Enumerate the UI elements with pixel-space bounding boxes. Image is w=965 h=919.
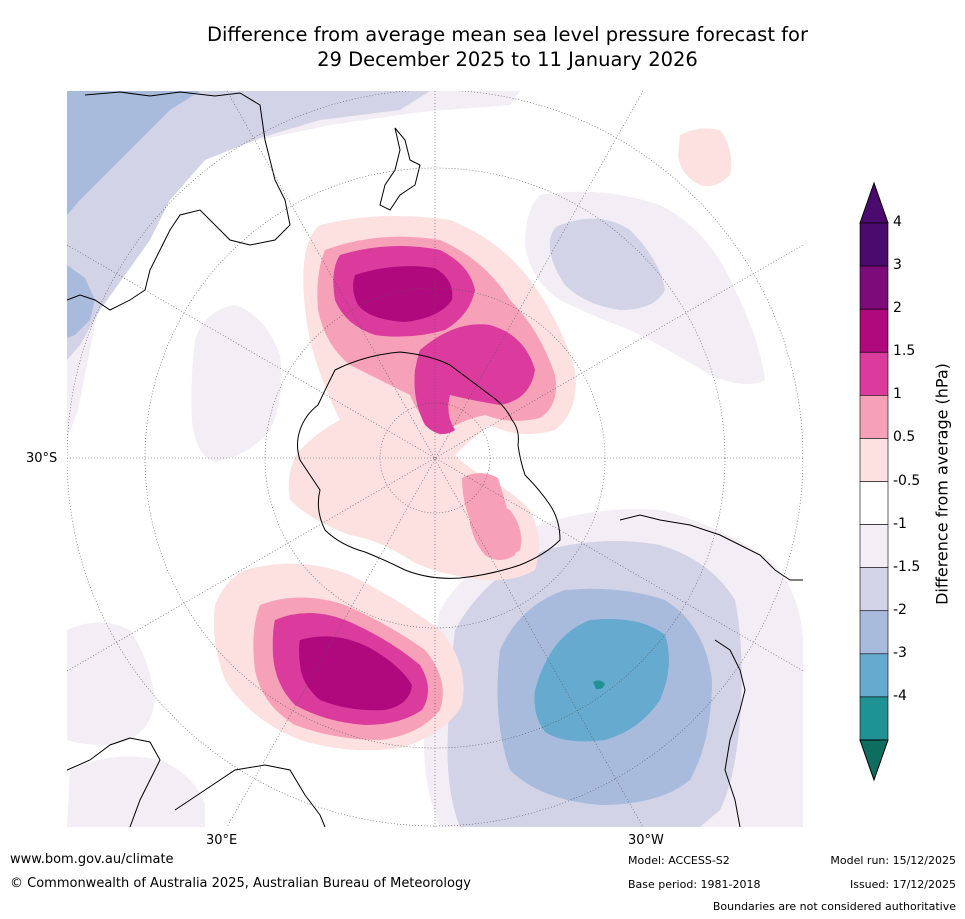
colorbar-box: [859, 395, 889, 439]
colorbar-tick-label: 3: [893, 257, 902, 274]
colorbar-tick-label: -2: [893, 601, 907, 618]
footer-copyright: © Commonwealth of Australia 2025, Austra…: [10, 876, 471, 891]
colorbar-label: Difference from average (hPa): [932, 363, 952, 605]
colorbar-box: [859, 481, 889, 525]
colorbar-extend-min: [859, 739, 889, 782]
title-line-1: Difference from average mean sea level p…: [207, 23, 808, 46]
colorbar-box: [859, 524, 889, 568]
colorbar-tick-label: -4: [893, 687, 907, 704]
latitude-label-30s: 30°S: [26, 451, 58, 466]
colorbar-box: [859, 438, 889, 482]
colorbar: [859, 181, 889, 782]
anomaly-w-minus1: [191, 305, 282, 462]
anomaly-central-plus1-south-b: [470, 505, 522, 557]
footer-disclaimer: Boundaries are not considered authoritat…: [712, 900, 956, 913]
positive-anomaly-regions: [213, 216, 576, 751]
colorbar-tick-label: 2: [893, 300, 902, 317]
longitude-label-30e: 30°E: [206, 833, 238, 848]
anomaly-nw-minus2-b: [67, 265, 95, 338]
footer-model-run: Model run: 15/12/2025: [830, 854, 956, 867]
anomaly-se-minus4: [593, 680, 605, 690]
coastlines: [67, 91, 803, 827]
pressure-anomaly-map: [67, 91, 803, 827]
anomaly-nw-minus1-5: [67, 91, 430, 360]
colorbar-tick-label: -0.5: [893, 472, 921, 489]
title-line-2: 29 December 2025 to 11 January 2026: [317, 48, 698, 71]
colorbar-box: [859, 567, 889, 612]
new-zealand-coastline: [379, 127, 421, 211]
colorbar-tick-label: 1: [893, 386, 902, 403]
colorbar-tick-label: 4: [893, 214, 902, 230]
footer-issued: Issued: 17/12/2025: [849, 878, 956, 891]
graticule: [67, 91, 803, 827]
colorbar-tick-label: -3: [893, 644, 907, 661]
colorbar-extend-max: [859, 181, 889, 224]
australia-coastline: [67, 91, 291, 311]
footer-url[interactable]: www.bom.gov.au/climate: [10, 852, 174, 867]
anomaly-sw-plus2: [299, 636, 412, 711]
antarctica-coastline: [297, 351, 561, 579]
map-title: Difference from average mean sea level p…: [60, 22, 955, 72]
colorbar-box: [859, 222, 889, 267]
anomaly-sw-minus1: [67, 622, 155, 745]
south-america-coastline: [619, 514, 803, 827]
colorbar-box: [859, 265, 889, 310]
colorbar-box: [859, 653, 889, 698]
colorbar-box: [859, 696, 889, 741]
anomaly-nw-minus2: [67, 91, 200, 215]
anomaly-ne-small-minus1: [678, 128, 732, 187]
footer-model: Model: ACCESS-S2: [628, 854, 730, 867]
colorbar-box: [859, 308, 889, 353]
colorbar-tick-label: 0.5: [893, 429, 916, 446]
colorbar-tick-label: -1.5: [893, 558, 921, 575]
anomaly-s-minus1: [67, 756, 205, 827]
anomaly-se-minus3: [534, 619, 669, 742]
colorbar-box: [859, 610, 889, 655]
longitude-label-30w: 30°W: [628, 833, 664, 848]
anomaly-central-plus1-5-b: [414, 324, 535, 434]
footer-base-period: Base period: 1981-2018: [628, 878, 761, 891]
anomaly-central-plus2: [353, 266, 453, 322]
anomaly-ne-minus1-5: [549, 218, 665, 310]
colorbar-boxes: [859, 222, 889, 741]
colorbar-tick-label: 1.5: [893, 343, 916, 360]
negative-anomaly-regions: [67, 91, 803, 827]
colorbar-box: [859, 351, 889, 396]
africa-coastline: [67, 737, 326, 827]
colorbar-tick-label: -1: [893, 515, 907, 532]
